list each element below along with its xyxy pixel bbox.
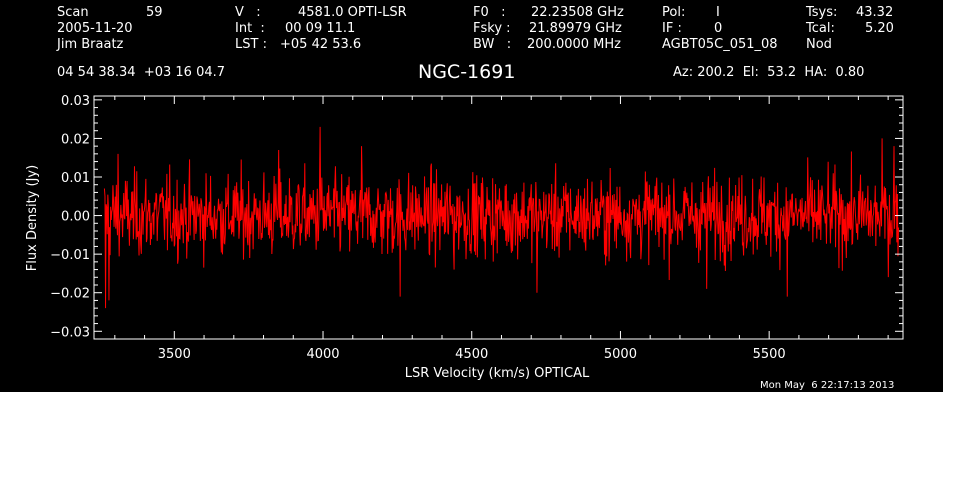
fsky-value: 21.89979 GHz — [529, 21, 622, 36]
plot-panel: Scan 59 2005-11-20 Jim Braatz V : 4581.0… — [0, 0, 943, 392]
plot-frame — [93, 95, 904, 340]
x-axis-label: LSR Velocity (km/s) OPTICAL — [405, 366, 590, 381]
plot-timestamp: Mon May 6 22:17:13 2013 — [760, 380, 895, 391]
source-coordinates: 04 54 38.34 +03 16 04.7 — [57, 65, 226, 80]
integration-label: Int : — [235, 21, 265, 36]
x-tick-label: 4500 — [455, 347, 488, 362]
project-id: AGBT05C_051_08 — [662, 37, 778, 52]
scan-value: 59 — [146, 5, 163, 20]
spectrum-plot: 3500 4000 4500 5000 5500 −0.03 −0.02 −0.01 0.00 0… — [25, 94, 904, 381]
if-label: IF : — [662, 21, 682, 36]
tcal-value: 5.20 — [865, 21, 894, 36]
f0-label: F0 : — [473, 5, 506, 20]
pol-label: Pol: — [662, 5, 686, 20]
az-el-ha: Az: 200.2 El: 53.2 HA: 0.80 — [673, 65, 865, 80]
velocity-label: V : — [235, 5, 261, 20]
bandwidth-value: 200.0000 MHz — [527, 37, 621, 52]
obs-date: 2005-11-20 — [57, 21, 133, 36]
lst-label: LST : — [235, 37, 267, 52]
spectrum-trace-layer — [103, 126, 900, 309]
f0-value: 22.23508 GHz — [531, 5, 624, 20]
fsky-label: Fsky : — [473, 21, 511, 36]
integration-value: 00 09 11.1 — [285, 21, 356, 36]
bandwidth-label: BW : — [473, 37, 512, 52]
obs-mode: Nod — [806, 37, 832, 52]
lst-value: +05 42 53.6 — [280, 37, 362, 52]
tcal-label: Tcal: — [806, 21, 835, 36]
x-tick-label: 5000 — [604, 347, 637, 362]
axis-ticks — [94, 96, 903, 339]
y-tick-label: 0.00 — [61, 210, 90, 225]
y-tick-label: 0.01 — [61, 171, 90, 186]
y-tick-label: −0.02 — [50, 287, 90, 302]
axis-tick-labels: 3500 4000 4500 5000 5500 −0.03 −0.02 −0.01 0.00 0… — [50, 94, 786, 362]
observer-name: Jim Braatz — [57, 37, 124, 52]
if-value: 0 — [714, 21, 723, 36]
tsys-value: 43.32 — [856, 5, 894, 20]
y-tick-label: 0.03 — [61, 94, 90, 109]
y-tick-label: −0.01 — [50, 248, 90, 263]
tsys-label: Tsys: — [806, 5, 838, 20]
x-tick-label: 3500 — [158, 347, 191, 362]
velocity-value: 4581.0 OPTI-LSR — [298, 5, 407, 20]
x-tick-label: 4000 — [306, 347, 339, 362]
scan-label: Scan — [57, 5, 89, 20]
pol-value: I — [716, 5, 720, 20]
x-tick-label: 5500 — [753, 347, 786, 362]
y-axis-label: Flux Density (Jy) — [25, 165, 40, 271]
y-tick-label: −0.03 — [50, 325, 90, 340]
source-title: NGC-1691 — [418, 61, 516, 83]
y-tick-label: 0.02 — [61, 132, 90, 147]
spectrum-series-line — [103, 126, 900, 309]
